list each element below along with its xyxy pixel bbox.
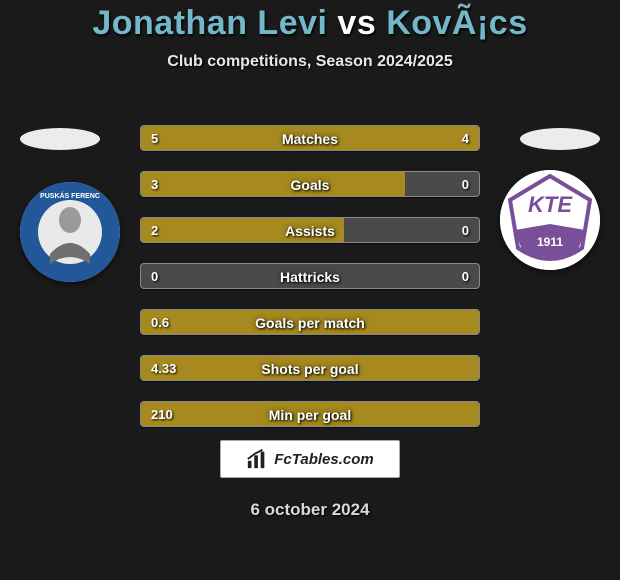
stat-row: 210Min per goal [140, 401, 480, 427]
stat-row: 4.33Shots per goal [140, 355, 480, 381]
stat-label: Assists [141, 218, 479, 242]
subtitle: Club competitions, Season 2024/2025 [0, 53, 620, 71]
svg-text:PUSKÁS FERENC: PUSKÁS FERENC [40, 191, 100, 200]
stat-row: 54Matches [140, 125, 480, 151]
club-badge-right-svg: KTE 1911 [500, 170, 600, 270]
stat-bars: 54Matches 30Goals 20Assists 00Hattricks 0.6G… [140, 125, 480, 447]
title-wrap: Jonathan Levi vs KovÃ¡cs [0, 0, 620, 43]
svg-text:KTE: KTE [528, 192, 573, 217]
stat-label: Goals [141, 172, 479, 196]
stat-row: 00Hattricks [140, 263, 480, 289]
stat-row: 30Goals [140, 171, 480, 197]
club-badge-left: PUSKÁS FERENC [20, 182, 120, 282]
logo-text: FcTables.com [274, 451, 373, 468]
ellipse-left [20, 128, 100, 150]
fctables-logo: FcTables.com [220, 440, 400, 478]
club-badge-right: KTE 1911 [500, 170, 600, 270]
ellipse-right [520, 128, 600, 150]
svg-text:1911: 1911 [537, 235, 563, 249]
stat-label: Matches [141, 126, 479, 150]
chart-icon [246, 448, 268, 470]
page-title: Jonathan Levi vs KovÃ¡cs [92, 4, 527, 43]
stat-label: Shots per goal [141, 356, 479, 380]
date-label: 6 october 2024 [0, 500, 620, 520]
stat-label: Min per goal [141, 402, 479, 426]
stat-label: Goals per match [141, 310, 479, 334]
stat-row: 0.6Goals per match [140, 309, 480, 335]
stat-label: Hattricks [141, 264, 479, 288]
stat-row: 20Assists [140, 217, 480, 243]
club-badge-left-svg: PUSKÁS FERENC [20, 182, 120, 282]
